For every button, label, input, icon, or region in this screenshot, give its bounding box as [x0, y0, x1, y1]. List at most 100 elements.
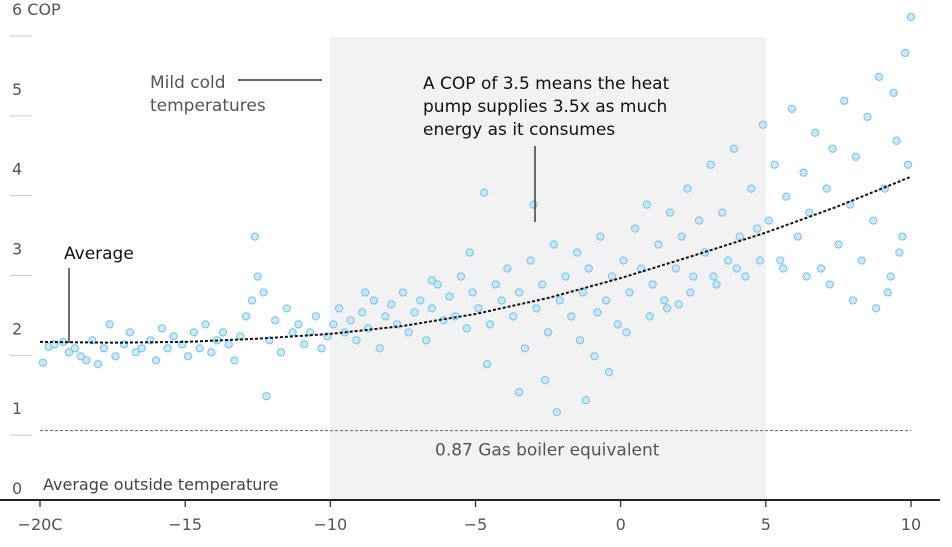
data-point — [250, 232, 259, 241]
data-point — [294, 320, 303, 329]
data-point — [491, 280, 500, 289]
data-point — [224, 340, 233, 349]
data-point — [253, 272, 262, 281]
data-point — [247, 296, 257, 305]
data-point — [903, 160, 913, 169]
data-point — [857, 256, 866, 265]
data-point — [152, 356, 161, 365]
data-point — [694, 216, 704, 225]
data-point — [886, 272, 895, 281]
y-tick-label: 3 — [12, 240, 22, 259]
data-point — [604, 368, 614, 377]
data-point — [480, 188, 489, 197]
data-point — [361, 288, 370, 297]
data-point — [578, 288, 588, 297]
reference-line-layer: 0.87 Gas boiler equivalent — [40, 429, 911, 461]
data-point — [552, 408, 561, 417]
data-point — [259, 288, 268, 297]
data-point — [288, 328, 297, 337]
data-point — [541, 376, 550, 385]
data-point — [346, 316, 355, 325]
data-point — [317, 344, 326, 353]
y-tick-label: 0 — [12, 479, 22, 498]
annotation-layer: Mild cold temperatures Average A COP of 3.5… — [64, 73, 670, 343]
data-point — [157, 324, 167, 333]
data-point — [352, 336, 361, 345]
data-point — [404, 328, 413, 337]
data-point — [793, 232, 802, 241]
data-point — [869, 216, 878, 225]
data-point — [686, 288, 695, 297]
data-point — [509, 312, 518, 321]
data-point — [776, 256, 785, 265]
data-point — [131, 348, 140, 357]
data-point — [38, 358, 48, 367]
data-point — [462, 324, 471, 333]
data-point — [514, 388, 524, 397]
y-tick-label: 6 COP — [12, 0, 61, 19]
data-point — [660, 296, 669, 305]
data-point — [755, 256, 765, 265]
data-point — [787, 104, 797, 113]
data-point — [271, 316, 280, 325]
data-point — [468, 288, 477, 297]
average-trend-layer — [39, 175, 912, 344]
data-point — [532, 304, 541, 313]
data-point — [709, 272, 718, 281]
data-point — [538, 280, 547, 289]
data-point — [169, 332, 178, 341]
reference-line-label: 0.87 Gas boiler equivalent — [435, 441, 660, 461]
y-grid-layer: 0 1 2 3 4 5 6 COP — [10, 0, 61, 498]
data-point — [671, 264, 680, 273]
y-tick-label: 1 — [12, 399, 22, 418]
data-point — [218, 328, 228, 337]
data-point — [503, 264, 512, 273]
data-point — [782, 192, 791, 201]
y-tick-label: 2 — [12, 319, 22, 338]
data-point — [753, 224, 762, 233]
data-point — [427, 304, 437, 313]
data-point — [834, 240, 843, 249]
data-point — [593, 308, 602, 317]
data-point — [631, 224, 640, 233]
data-point — [575, 336, 585, 345]
data-point — [526, 256, 535, 265]
cop-annotation-line: energy as it consumes — [423, 120, 615, 140]
data-point — [483, 360, 492, 369]
data-point — [863, 112, 872, 121]
data-point — [735, 232, 744, 241]
data-point — [276, 348, 286, 357]
data-point — [282, 304, 291, 313]
data-point — [648, 280, 657, 289]
data-point — [381, 312, 390, 321]
data-point — [549, 240, 558, 249]
x-tick-label: −20C — [18, 515, 63, 534]
data-point — [64, 348, 74, 357]
x-tick-label: 5 — [761, 515, 771, 534]
data-point — [811, 128, 820, 137]
data-point — [70, 344, 79, 353]
data-point — [445, 292, 454, 301]
y-tick-label: 5 — [12, 80, 22, 99]
data-point — [137, 344, 146, 353]
data-point — [654, 240, 663, 249]
data-point — [883, 288, 892, 297]
data-point — [613, 320, 622, 329]
data-point — [895, 248, 904, 257]
data-point — [125, 328, 135, 337]
data-point — [300, 340, 309, 349]
data-point — [596, 232, 605, 241]
data-point — [723, 256, 733, 265]
data-point — [433, 280, 442, 289]
data-point — [747, 184, 756, 193]
data-point — [880, 184, 889, 193]
x-tick-label: 10 — [901, 515, 921, 534]
x-tick-label: −5 — [464, 515, 488, 534]
data-point — [770, 160, 779, 169]
data-point — [189, 328, 198, 337]
x-tick-label: 0 — [616, 515, 626, 534]
data-point — [848, 296, 858, 305]
cop-annotation-line: A COP of 3.5 means the heat — [423, 74, 670, 94]
data-point — [677, 232, 686, 241]
